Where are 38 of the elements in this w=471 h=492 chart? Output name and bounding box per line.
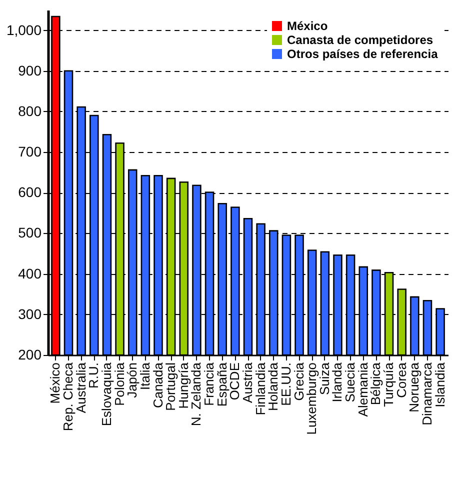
x-tick-label: Austria — [240, 362, 255, 403]
x-tick-label: Irlanda — [330, 362, 345, 402]
x-tick-label: México — [48, 362, 63, 404]
x-tick-label: OCDE — [227, 362, 242, 400]
x-tick-label: Rep. Checa — [60, 362, 76, 432]
y-tick-label: 600 — [18, 184, 42, 200]
legend-label: Canasta de competidores — [287, 33, 434, 47]
y-tick-label: 800 — [18, 102, 42, 119]
x-tick-label: Francia — [202, 362, 217, 406]
y-tick-label: 900 — [18, 62, 42, 78]
y-tick-label: 500 — [18, 224, 42, 241]
x-tick-label: Bélgica — [368, 362, 384, 406]
x-tick-label: Japón — [124, 362, 140, 398]
x-tick-label: Suecia — [342, 362, 358, 402]
legend-label: México — [287, 19, 328, 33]
y-tick-label: 400 — [18, 265, 42, 282]
x-tick-label: Italia — [137, 362, 152, 390]
y-tick-label: 300 — [18, 306, 42, 322]
x-tick-label: Luxemburgo — [304, 362, 320, 435]
y-tick-label: 700 — [18, 144, 42, 160]
x-tick-label: Canada — [150, 362, 166, 408]
x-tick-label: Holanda — [266, 362, 281, 411]
x-tick-label: España — [214, 362, 230, 407]
x-tick-label: Corea — [394, 362, 409, 398]
y-tick-label: 200 — [18, 346, 42, 362]
x-tick-label: Polonia — [112, 362, 127, 406]
x-tick-label: Alemania — [355, 362, 370, 417]
x-tick-label: Finlandia — [252, 362, 268, 416]
legend-label: Otros países de referencia — [287, 47, 438, 61]
x-tick-label: Eslovaquia — [98, 362, 114, 426]
y-tick-label: 1,000 — [6, 22, 42, 38]
x-tick-label: Australia — [73, 362, 88, 414]
x-tick-label: Islandia — [432, 362, 448, 408]
x-tick-label: Noruega — [406, 362, 422, 412]
x-tick-label: Portugal — [163, 362, 178, 411]
x-tick-label: Grecia — [291, 362, 306, 401]
x-tick-label: EE.UU. — [278, 362, 294, 406]
x-tick-label: R.U. — [86, 362, 102, 388]
